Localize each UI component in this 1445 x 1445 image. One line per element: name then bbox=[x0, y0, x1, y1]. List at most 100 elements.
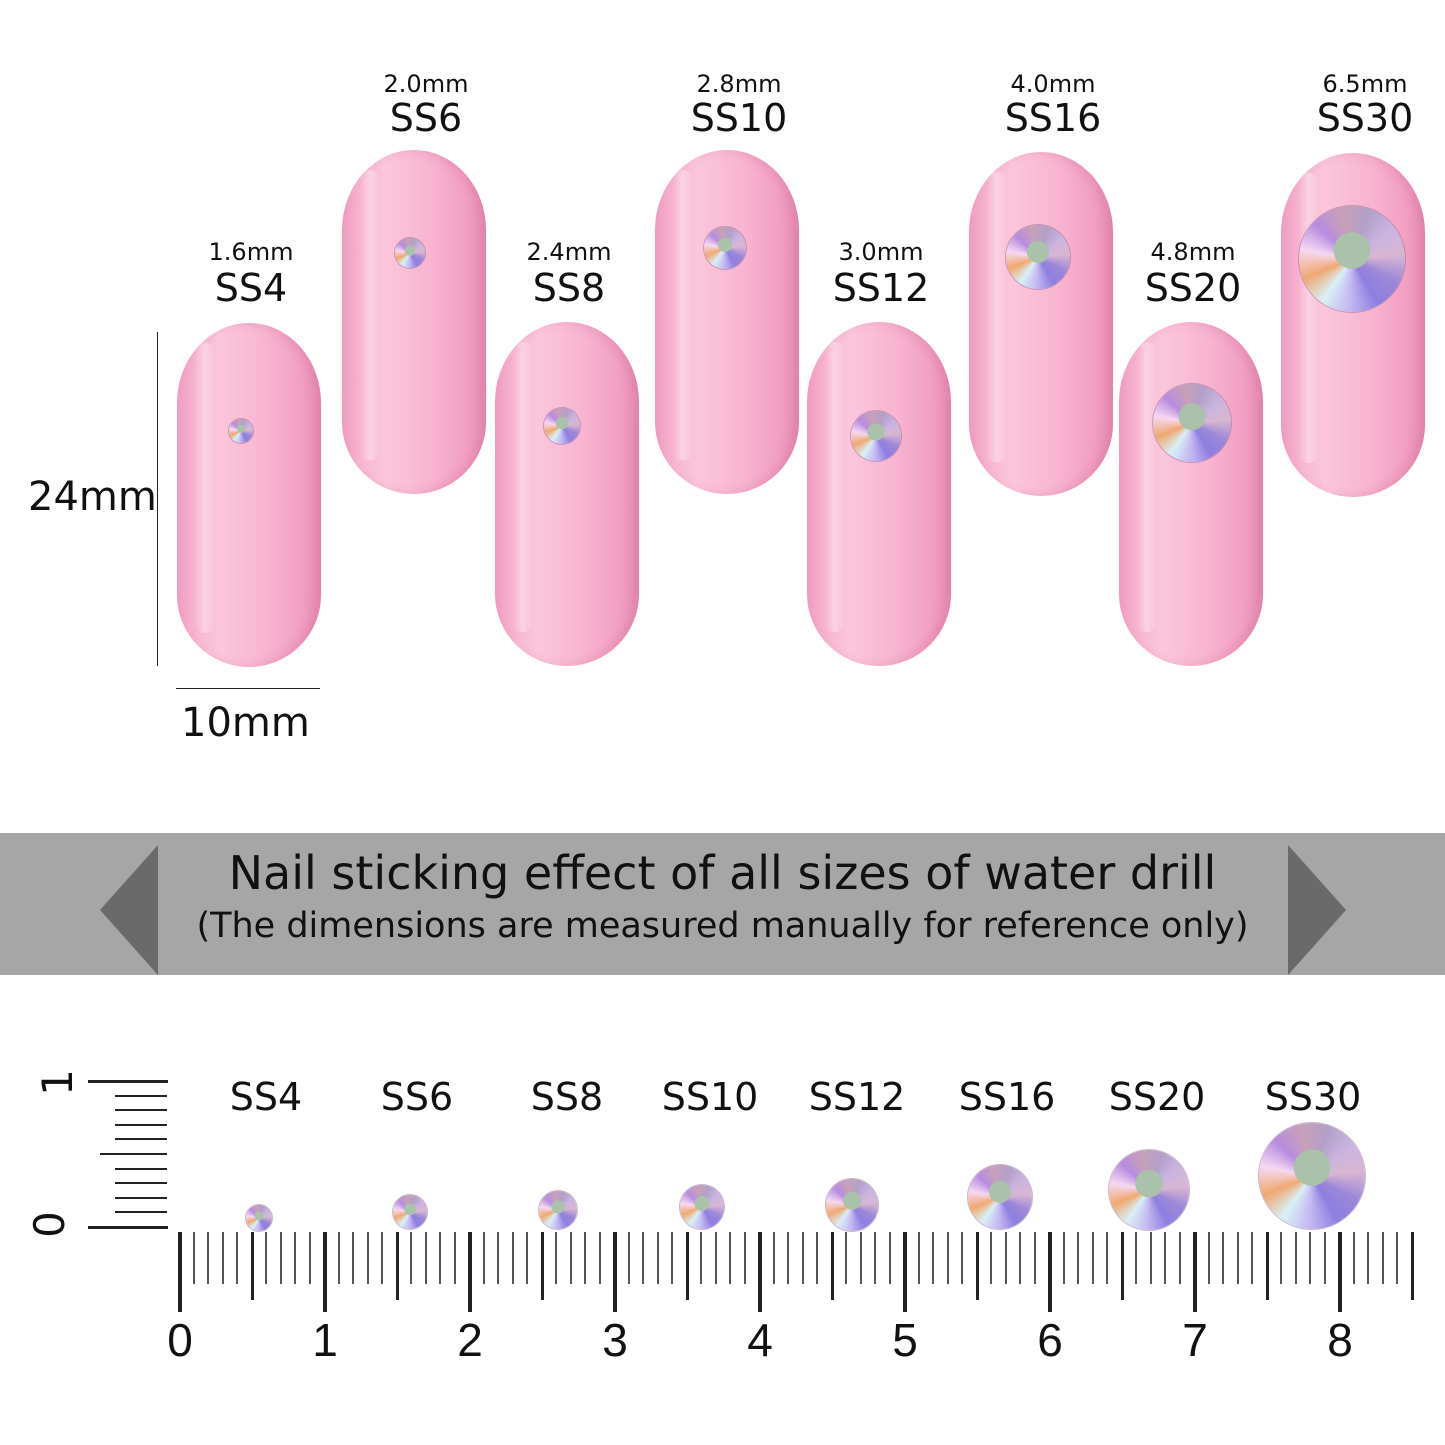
ruler-tick bbox=[787, 1232, 789, 1284]
ruler-ss-label: SS4 bbox=[229, 1075, 303, 1119]
banner-title: Nail sticking effect of all sizes of wat… bbox=[228, 846, 1217, 900]
ruler-tick bbox=[685, 1232, 689, 1300]
ruler-tick bbox=[584, 1232, 586, 1284]
ruler-number: 8 bbox=[1327, 1314, 1353, 1366]
ruler-tick bbox=[395, 1232, 399, 1300]
ruler-number: 4 bbox=[747, 1314, 773, 1366]
ruler-tick bbox=[424, 1232, 427, 1284]
ruler-tick bbox=[627, 1232, 630, 1284]
ruler-tick bbox=[555, 1232, 557, 1284]
size-mm-label: 2.8mm bbox=[696, 70, 782, 98]
rhinestone-icon bbox=[968, 1165, 1032, 1229]
ruler-ss-label: SS12 bbox=[808, 1075, 906, 1119]
ruler-tick bbox=[115, 1211, 167, 1214]
ss-label: SS12 bbox=[832, 266, 930, 310]
ruler-tick bbox=[1135, 1232, 1137, 1284]
ruler-tick bbox=[1164, 1232, 1166, 1284]
ruler-tick bbox=[1193, 1232, 1197, 1312]
ruler-tick bbox=[115, 1138, 167, 1141]
ruler-tick bbox=[308, 1232, 311, 1284]
ruler-tick bbox=[1120, 1232, 1124, 1300]
ruler-tick bbox=[468, 1232, 472, 1312]
ruler-tick bbox=[830, 1232, 834, 1300]
banner bbox=[0, 833, 1445, 975]
ruler-tick bbox=[1251, 1232, 1253, 1284]
ruler-tick bbox=[743, 1232, 746, 1284]
ruler-tick bbox=[88, 1080, 168, 1083]
ruler-tick bbox=[888, 1232, 891, 1284]
nail bbox=[969, 152, 1113, 496]
ruler-tick bbox=[482, 1232, 485, 1284]
ruler-tick bbox=[917, 1232, 920, 1284]
rhinestone-icon bbox=[851, 411, 901, 461]
ruler-tick bbox=[337, 1232, 340, 1284]
vertical-ruler-number: 0 bbox=[24, 1211, 74, 1238]
ss-label: SS20 bbox=[1144, 266, 1242, 310]
ruler-tick bbox=[845, 1232, 847, 1284]
ruler-number: 2 bbox=[457, 1314, 483, 1366]
ss-label: SS8 bbox=[532, 266, 606, 310]
ruler-tick bbox=[816, 1232, 818, 1284]
ruler-tick bbox=[366, 1232, 369, 1284]
ruler-number: 1 bbox=[312, 1314, 338, 1366]
ss-label: SS16 bbox=[1004, 96, 1102, 140]
nail bbox=[177, 323, 321, 667]
width-dimension-label: 10mm bbox=[181, 700, 310, 746]
ruler-tick bbox=[598, 1232, 601, 1284]
ruler-tick bbox=[656, 1232, 659, 1284]
ruler-tick bbox=[613, 1232, 617, 1312]
size-mm-label: 4.8mm bbox=[1150, 238, 1236, 266]
ruler-tick bbox=[859, 1232, 862, 1284]
ruler-tick bbox=[700, 1232, 702, 1284]
size-mm-label: 4.0mm bbox=[1010, 70, 1096, 98]
rhinestone-icon bbox=[1153, 384, 1231, 462]
ruler-tick bbox=[115, 1094, 167, 1097]
ruler-tick bbox=[115, 1123, 167, 1126]
size-mm-label: 1.6mm bbox=[208, 238, 294, 266]
ruler-tick bbox=[1294, 1232, 1297, 1284]
ruler-tick bbox=[714, 1232, 717, 1284]
height-dimension-line bbox=[157, 332, 158, 666]
ruler-tick bbox=[1033, 1232, 1036, 1284]
ruler-tick bbox=[511, 1232, 514, 1284]
ruler-tick bbox=[1280, 1232, 1282, 1284]
ruler-tick bbox=[903, 1232, 907, 1312]
ruler-tick bbox=[1222, 1232, 1224, 1284]
ruler-tick bbox=[801, 1232, 804, 1284]
ruler-tick bbox=[1338, 1232, 1342, 1312]
rhinestone-icon bbox=[229, 419, 253, 443]
nail bbox=[655, 150, 799, 494]
ruler-tick bbox=[1236, 1232, 1239, 1284]
ruler-tick bbox=[990, 1232, 992, 1284]
ruler-tick bbox=[1410, 1232, 1414, 1300]
nail bbox=[495, 322, 639, 666]
rhinestone-icon bbox=[395, 238, 425, 268]
ruler-tick bbox=[1396, 1232, 1398, 1284]
ruler-tick bbox=[115, 1196, 167, 1199]
ruler-ss-label: SS20 bbox=[1108, 1075, 1206, 1119]
ruler-tick bbox=[1062, 1232, 1065, 1284]
rhinestone-icon bbox=[539, 1191, 577, 1229]
ruler-tick bbox=[1019, 1232, 1021, 1284]
ruler-tick bbox=[1091, 1232, 1094, 1284]
ruler-tick bbox=[439, 1232, 441, 1284]
ruler-tick bbox=[932, 1232, 934, 1284]
ruler-tick bbox=[1077, 1232, 1079, 1284]
ruler-tick bbox=[294, 1232, 296, 1284]
ruler-tick bbox=[1106, 1232, 1108, 1284]
nail bbox=[1119, 322, 1263, 666]
rhinestone-icon bbox=[393, 1195, 427, 1229]
ruler-tick bbox=[265, 1232, 267, 1284]
rhinestone-icon bbox=[1109, 1150, 1189, 1230]
rhinestone-icon bbox=[246, 1205, 272, 1231]
nail bbox=[1281, 153, 1425, 497]
ruler-tick bbox=[758, 1232, 762, 1312]
ruler-tick bbox=[192, 1232, 195, 1284]
ruler-tick bbox=[410, 1232, 412, 1284]
ruler-tick bbox=[497, 1232, 499, 1284]
banner-subtitle: (The dimensions are measured manually fo… bbox=[196, 906, 1249, 946]
ruler-ss-label: SS6 bbox=[380, 1075, 454, 1119]
ruler-tick bbox=[1265, 1232, 1269, 1300]
ruler-tick bbox=[975, 1232, 979, 1300]
ruler-tick bbox=[1149, 1232, 1152, 1284]
